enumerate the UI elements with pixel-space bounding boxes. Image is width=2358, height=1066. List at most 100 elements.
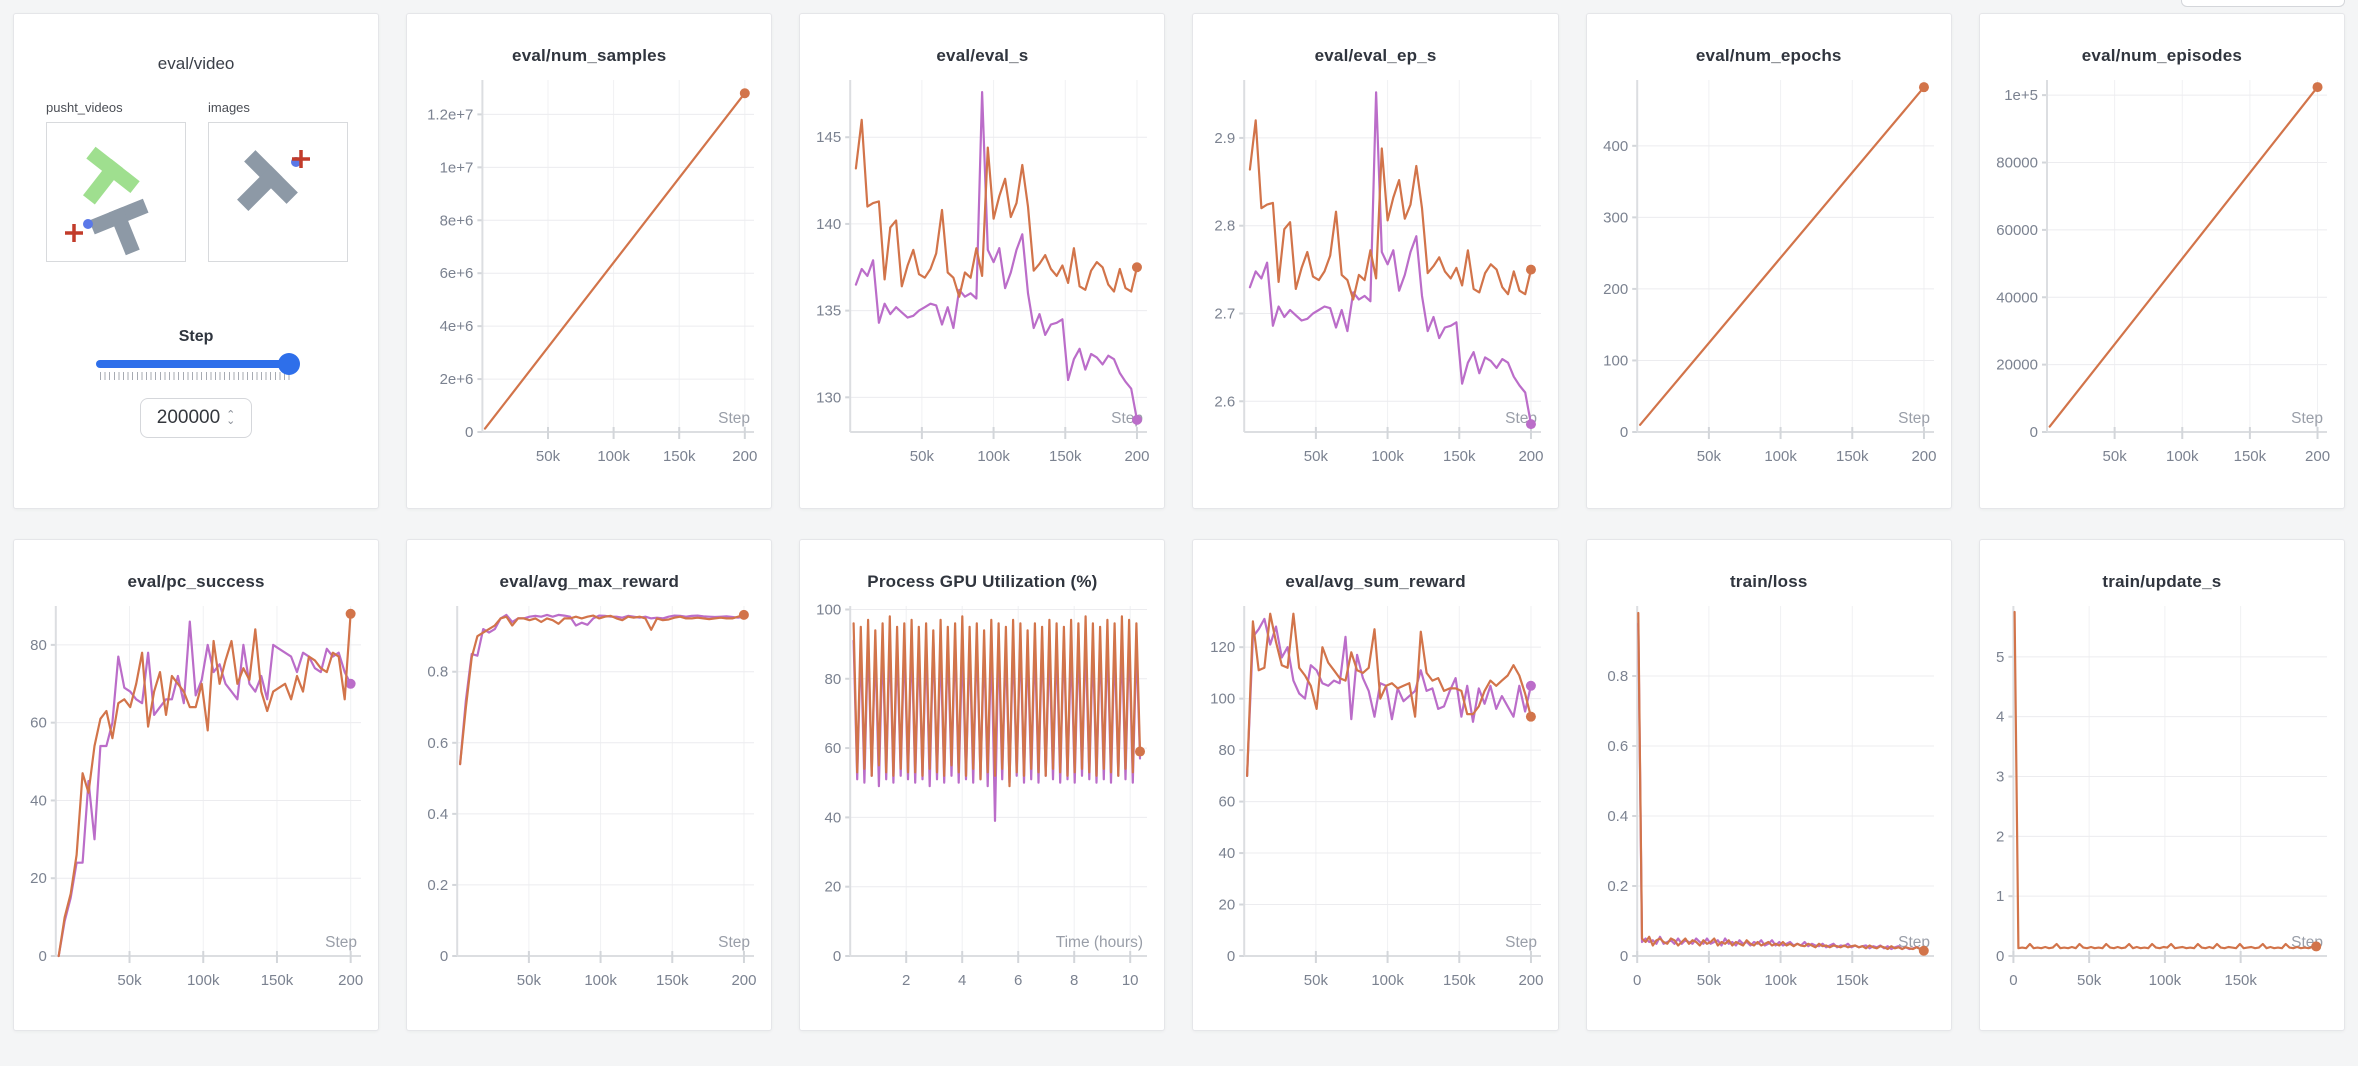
step-value[interactable]: 200000 [156,407,221,428]
svg-text:200: 200 [2305,448,2330,465]
panel-eval-video: eval/video pusht_videos [13,13,380,509]
panel-eval-avg-max-reward: eval/avg_max_reward 0 0.2 0.4 0.6 0.8 50k 100k… [406,539,773,1031]
svg-text:150k: 150k [1836,448,1869,465]
svg-text:60: 60 [1218,794,1235,811]
chart-eval-num-epochs[interactable]: 0 100 200 300 400 50k 100k 150k 200 Step [1596,70,1942,482]
chart-title: eval/eval_s [936,46,1029,65]
svg-text:4: 4 [1996,709,2004,726]
svg-text:Step: Step [718,934,750,951]
svg-text:150k: 150k [1443,448,1476,465]
svg-text:200: 200 [338,972,363,989]
svg-text:0: 0 [2009,972,2017,989]
svg-text:1.2e+7: 1.2e+7 [427,106,473,123]
svg-text:3: 3 [1996,769,2004,786]
chart-eval-num-episodes[interactable]: 0 20000 40000 60000 80000 1e+5 50k 100k 150k 200 S… [1989,70,2335,482]
chart-eval-num-samples[interactable]: 0 2e+6 4e+6 6e+6 8e+6 1e+7 1.2e+7 50k 100k 150k 20… [416,70,762,482]
svg-text:80: 80 [825,671,842,688]
svg-text:20: 20 [30,870,47,887]
panel-gpu-utilization: Process GPU Utilization (%) 0 20 40 60 80 100… [799,539,1166,1031]
svg-text:50k: 50k [1303,448,1328,465]
svg-text:50k: 50k [910,448,935,465]
spinner-up-icon[interactable]: ⌃ [226,409,236,421]
svg-text:100k: 100k [585,972,618,989]
svg-text:40: 40 [825,809,842,826]
step-slider-track[interactable] [96,353,301,375]
svg-text:300: 300 [1603,209,1628,226]
svg-text:100k: 100k [2166,448,2199,465]
svg-text:60: 60 [825,740,842,757]
svg-text:100: 100 [1210,691,1235,708]
svg-text:0.2: 0.2 [428,877,449,894]
svg-text:150k: 150k [2224,972,2257,989]
thumbnail-label: images [208,100,250,115]
svg-text:150k: 150k [2234,448,2267,465]
svg-text:50k: 50k [536,448,561,465]
chart-eval-pc-success[interactable]: 0 20 40 60 80 50k 100k 150k 200 Step [23,596,369,1006]
svg-text:50k: 50k [1697,448,1722,465]
svg-text:150k: 150k [1443,972,1476,989]
thumbnail-pusht-videos[interactable]: pusht_videos [46,100,186,262]
svg-text:20: 20 [825,879,842,896]
svg-text:Step: Step [1898,410,1930,427]
step-slider[interactable] [96,353,301,380]
chart-title: eval/num_samples [512,46,667,65]
thumbnail-images[interactable]: images [208,100,348,262]
spinner-down-icon[interactable]: ⌄ [226,415,236,427]
panel-eval-num-epochs: eval/num_epochs 0 100 200 300 400 50k 100k 150k… [1585,13,1952,509]
svg-text:20: 20 [1218,897,1235,914]
svg-text:100: 100 [817,601,842,618]
panel-train-loss: train/loss 0 0.2 0.4 0.6 0.8 0 50k 100k 150k Step [1585,539,1952,1031]
svg-text:0.6: 0.6 [428,735,449,752]
step-slider-label: Step [178,328,214,345]
chart-title: train/update_s [2102,572,2222,591]
chart-eval-avg-sum-reward[interactable]: 0 20 40 60 80 100 120 50k 100k 150k 200 Step [1203,596,1549,1006]
panel-eval-eval-s: eval/eval_s 130 135 140 145 50k 100k 150k 200 St… [799,13,1166,509]
svg-text:200: 200 [1603,281,1628,298]
svg-text:0.4: 0.4 [428,806,449,823]
svg-text:Time (hours): Time (hours) [1056,934,1143,951]
svg-text:0: 0 [1620,948,1628,965]
svg-text:50k: 50k [2102,448,2127,465]
svg-text:100k: 100k [1371,972,1404,989]
svg-text:0: 0 [1620,424,1628,441]
svg-text:0: 0 [39,948,47,965]
svg-text:1e+5: 1e+5 [2004,87,2038,104]
svg-text:4: 4 [958,972,966,989]
svg-text:100k: 100k [2149,972,2182,989]
step-input-spinner[interactable]: ⌃ ⌄ [226,409,236,427]
panel-eval-pc-success: eval/pc_success 0 20 40 60 80 50k 100k 150k 200 S… [13,539,380,1031]
svg-text:0: 0 [833,948,841,965]
svg-text:6e+6: 6e+6 [440,265,474,282]
svg-text:200: 200 [732,972,757,989]
agent-dot-icon [83,219,93,229]
panel-eval-eval-ep-s: eval/eval_ep_s 2.6 2.7 2.8 2.9 50k 100k 150k 20… [1192,13,1559,509]
svg-text:50k: 50k [2077,972,2102,989]
panel-eval-num-samples: eval/num_samples 0 2e+6 4e+6 6e+6 8e+6 1e+7 1.… [406,13,773,509]
svg-text:140: 140 [817,216,842,233]
chart-title: eval/pc_success [127,572,265,591]
svg-text:400: 400 [1603,138,1628,155]
svg-text:8: 8 [1070,972,1078,989]
chart-title: eval/avg_sum_reward [1285,572,1466,591]
target-cross-icon [292,150,310,168]
chart-eval-avg-max-reward[interactable]: 0 0.2 0.4 0.6 0.8 50k 100k 150k 200 Step [416,596,762,1006]
chart-title: eval/num_epochs [1695,46,1842,65]
chart-gpu-utilization[interactable]: 0 20 40 60 80 100 2 4 6 8 10 Time (hours) [809,596,1155,1006]
step-slider-thumb[interactable] [278,353,301,375]
svg-text:1e+7: 1e+7 [440,159,474,176]
svg-text:40: 40 [30,792,47,809]
svg-text:2.7: 2.7 [1214,305,1235,322]
svg-text:200: 200 [1518,448,1543,465]
svg-text:Step: Step [1505,934,1537,951]
svg-text:50k: 50k [1303,972,1328,989]
svg-text:150k: 150k [1836,972,1869,989]
step-value-input[interactable]: 200000 ⌃ ⌄ [140,398,253,438]
panel-eval-num-episodes: eval/num_episodes 0 20000 40000 60000 80000 1… [1978,13,2345,509]
thumbnail-label: pusht_videos [46,100,123,115]
chart-title: eval/avg_max_reward [499,572,680,591]
svg-text:2.6: 2.6 [1214,393,1235,410]
